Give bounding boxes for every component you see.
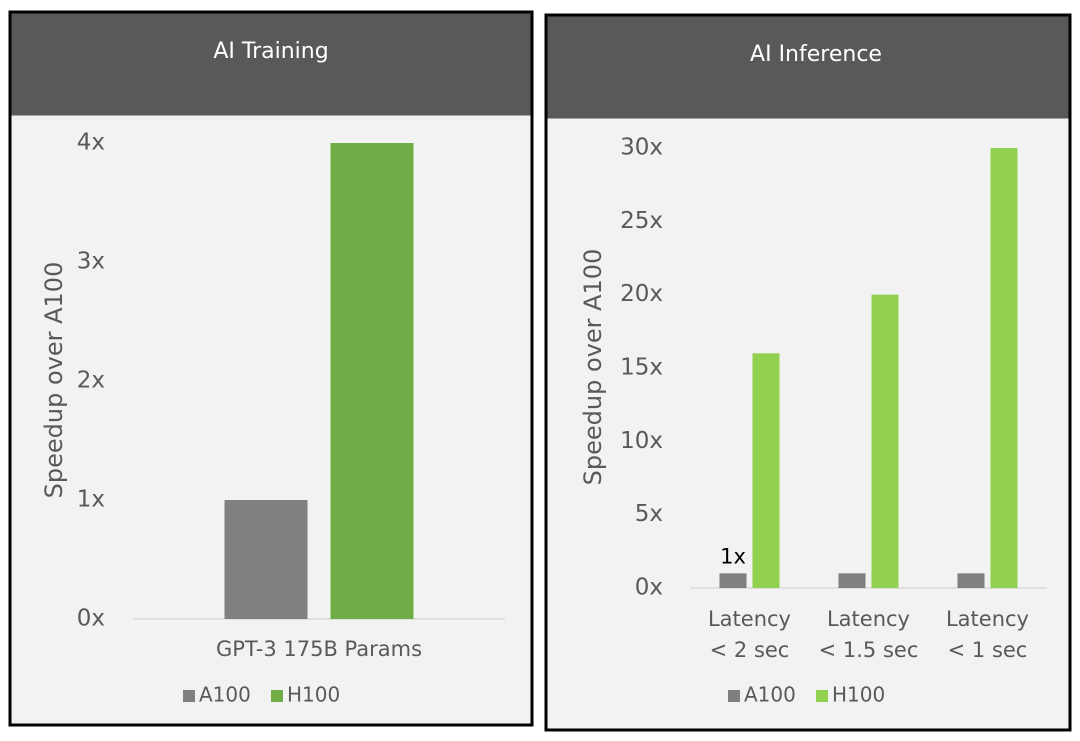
bar <box>719 573 747 588</box>
x-tick-label: GPT-3 175B Params <box>216 637 422 661</box>
y-tick-label: 1x <box>77 487 105 513</box>
y-tick-label: 5x <box>635 501 663 527</box>
y-tick-label: 30x <box>620 135 663 161</box>
y-tick-label: 2x <box>77 368 105 394</box>
legend-label: H100 <box>832 683 885 707</box>
data-label: 1x <box>720 544 746 568</box>
y-tick-label: 4x <box>77 130 105 156</box>
panel-header <box>547 16 1069 119</box>
y-tick-label: 25x <box>620 208 663 234</box>
legend-swatch <box>728 690 740 702</box>
legend-swatch <box>816 690 828 702</box>
bar <box>838 573 866 588</box>
y-axis-label: Speedup over A100 <box>579 249 607 486</box>
panel-header <box>11 13 531 116</box>
x-tick-label: Latency < 1.5 sec <box>819 607 919 662</box>
bar <box>871 294 899 588</box>
chart-title: AI Training <box>213 39 328 64</box>
chart-title: AI Inference <box>750 42 882 67</box>
bar <box>752 353 780 588</box>
legend-label: A100 <box>744 683 796 707</box>
x-tick-label: Latency < 2 sec <box>708 607 791 662</box>
legend-label: H100 <box>287 683 340 707</box>
y-tick-label: 15x <box>620 355 663 381</box>
y-tick-label: 0x <box>77 606 105 632</box>
y-tick-label: 10x <box>620 428 663 454</box>
x-tick-label: Latency < 1 sec <box>946 607 1029 662</box>
bar <box>330 143 414 619</box>
y-tick-label: 0x <box>635 575 663 601</box>
y-tick-label: 20x <box>620 281 663 307</box>
legend-label: A100 <box>199 683 251 707</box>
bar <box>957 573 985 588</box>
y-tick-label: 3x <box>77 249 105 275</box>
bar <box>990 148 1018 588</box>
panel <box>544 13 1072 732</box>
bar <box>224 500 308 619</box>
legend-swatch <box>271 690 283 702</box>
y-axis-label: Speedup over A100 <box>40 262 68 499</box>
legend-swatch <box>183 690 195 702</box>
